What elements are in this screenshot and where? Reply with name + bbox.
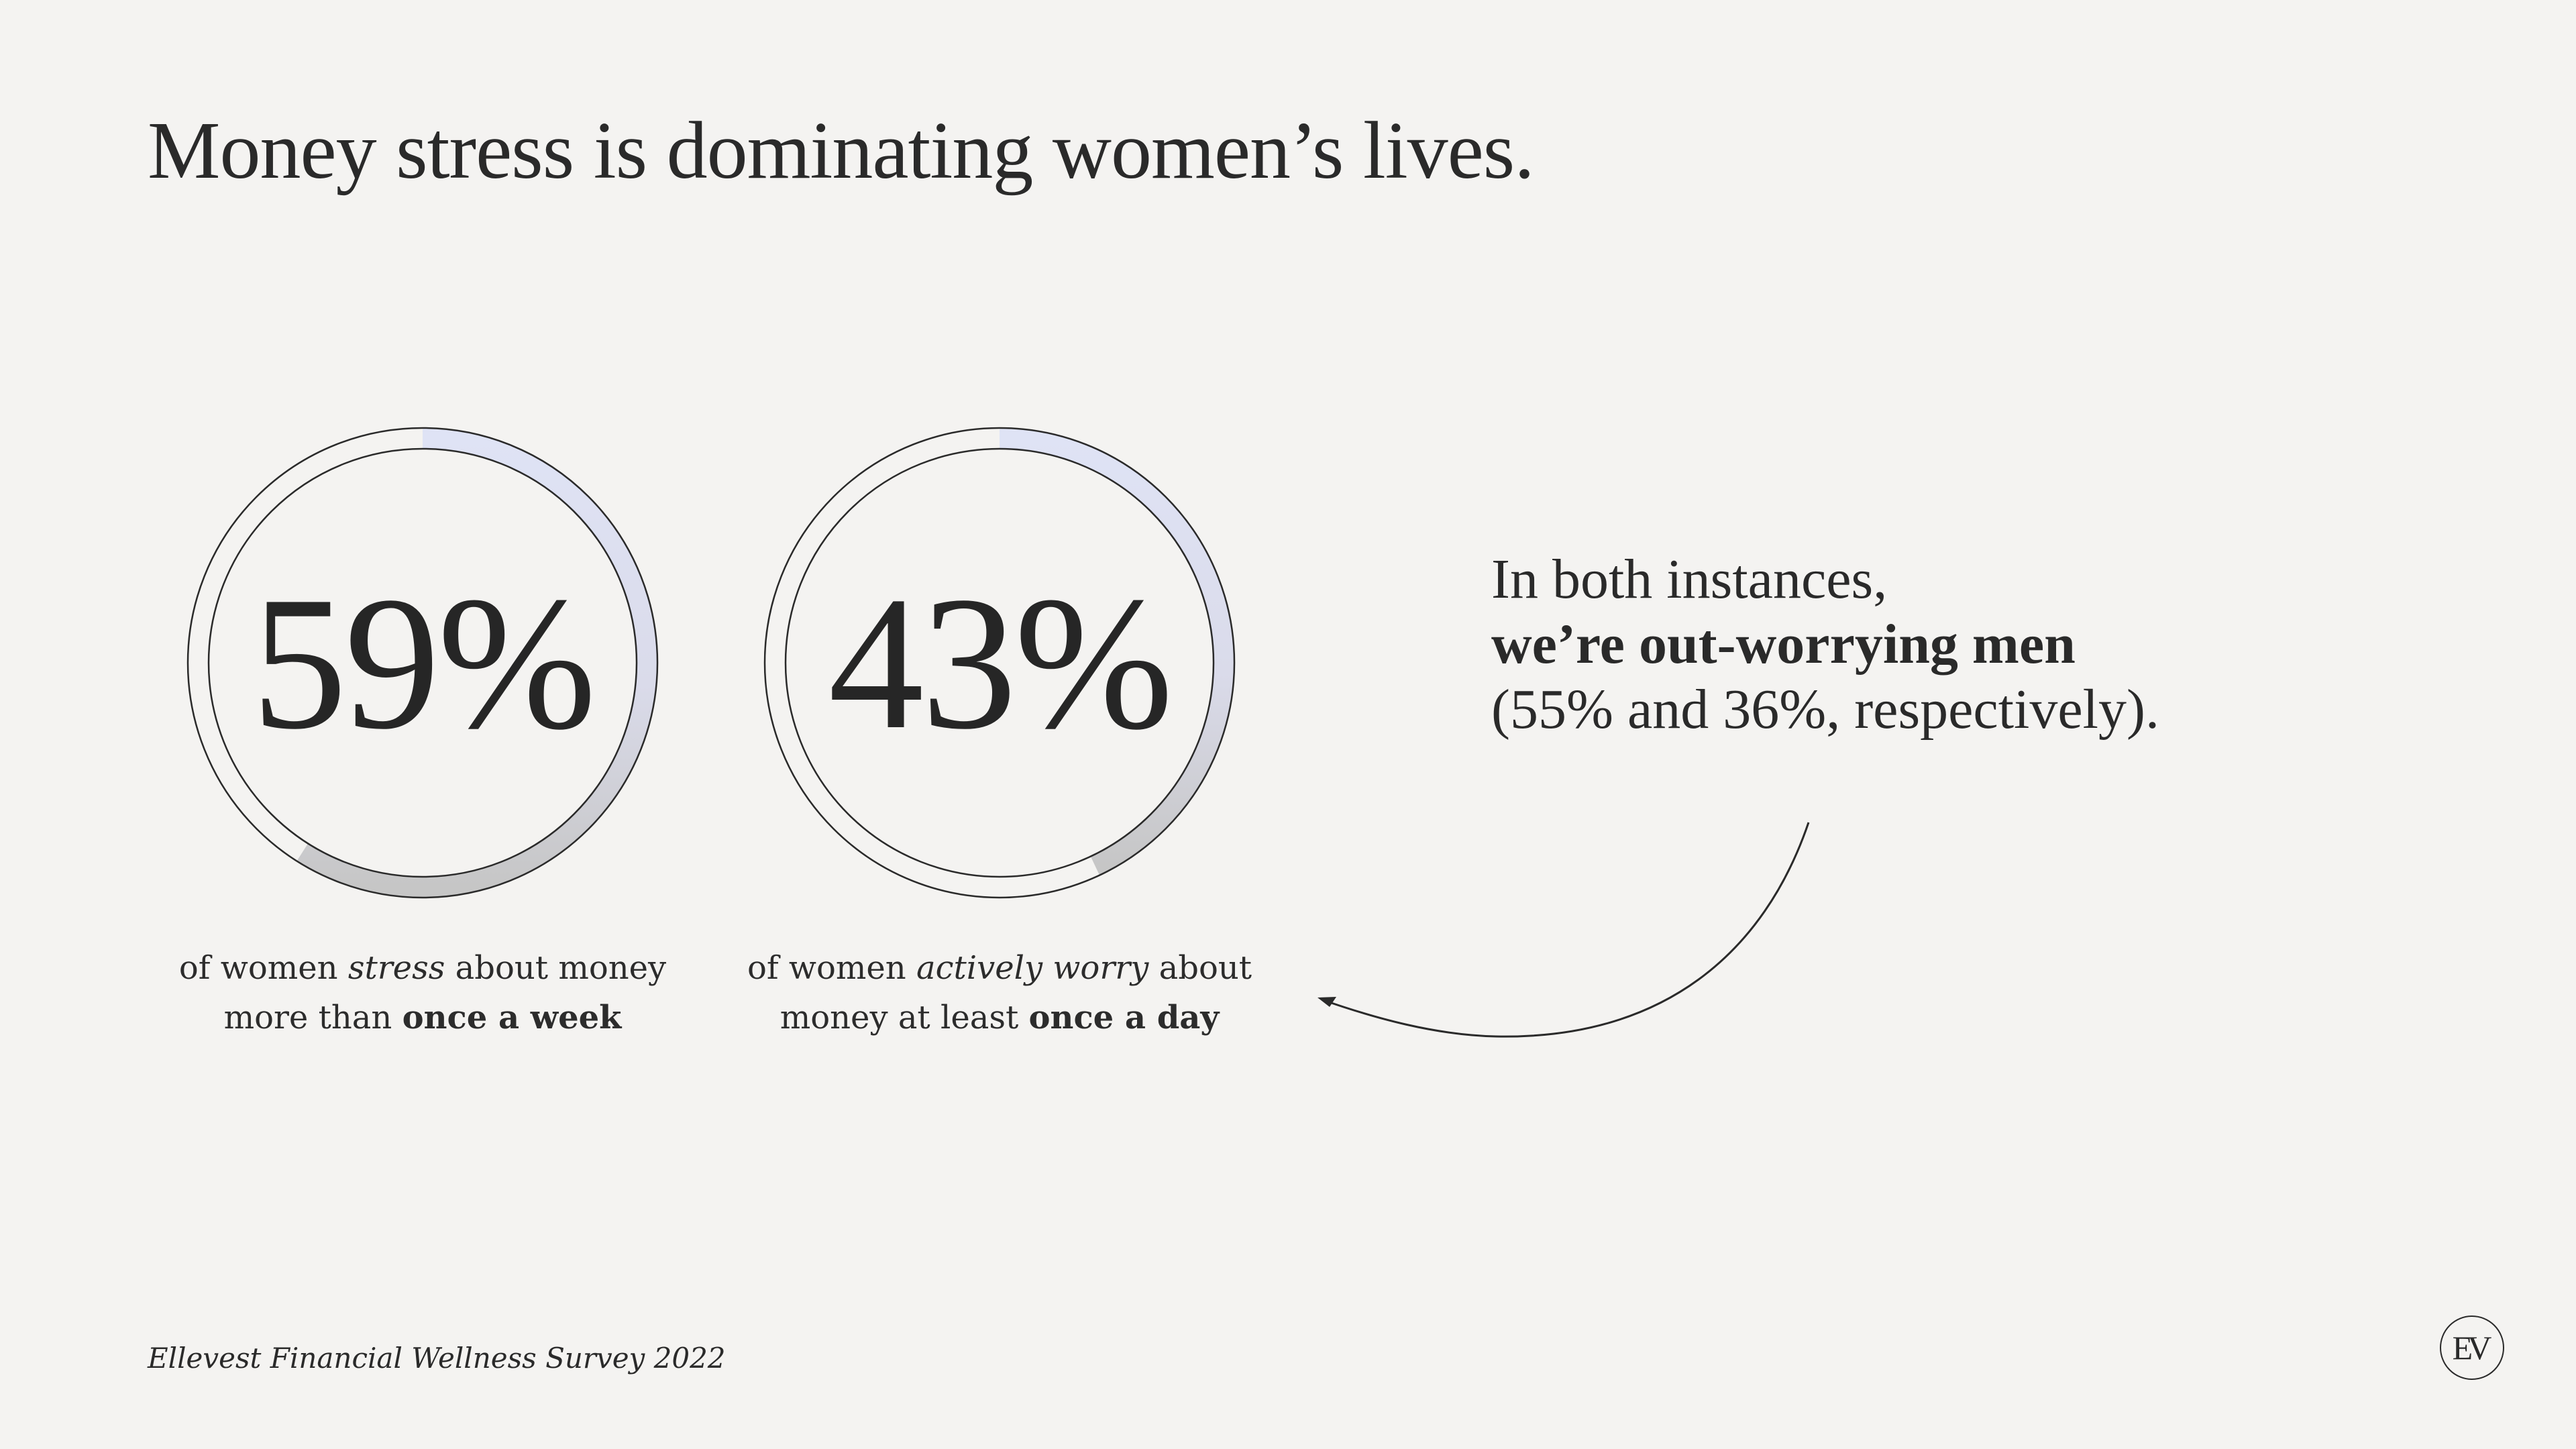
source-note: Ellevest Financial Wellness Survey 2022	[148, 1342, 726, 1375]
callout-line-3: (55% and 36%, respectively).	[1491, 678, 2159, 741]
callout-text: In both instances, we’re out-worrying me…	[1491, 547, 2159, 742]
caption-text: about money	[445, 949, 667, 987]
gauge-1-progress-arc	[297, 428, 657, 898]
caption-text: more than	[223, 999, 402, 1036]
curved-arrow-icon	[1318, 822, 1810, 1038]
gauge-2-ring	[763, 427, 1236, 899]
gauge-2-progress-arc	[999, 428, 1234, 875]
caption-text: of women	[747, 949, 916, 987]
callout-line-2: we’re out-worrying men	[1491, 613, 2076, 676]
gauge-1-ring	[186, 427, 659, 899]
logo-text: EV	[2452, 1329, 2492, 1366]
gauge-2-value: 43%	[828, 556, 1173, 769]
caption-text: about	[1148, 949, 1252, 987]
caption-bold: once a week	[402, 999, 622, 1036]
caption-text: of women	[178, 949, 348, 987]
gauge-1-caption: of women stress about money more than on…	[121, 943, 724, 1042]
page-title: Money stress is dominating women’s lives…	[148, 105, 1535, 196]
caption-text: money at least	[780, 999, 1029, 1036]
callout-line-1: In both instances,	[1491, 548, 1888, 610]
caption-bold: once a day	[1028, 999, 1220, 1036]
gauge-2-caption: of women actively worry about money at l…	[698, 943, 1301, 1042]
caption-italic: actively worry	[916, 949, 1149, 987]
gauge-1-value: 59%	[251, 556, 596, 769]
caption-italic: stress	[347, 949, 445, 987]
ev-logo: EV	[2440, 1316, 2504, 1380]
gauge-1: 59%	[186, 426, 659, 900]
gauge-2: 43%	[763, 426, 1236, 900]
